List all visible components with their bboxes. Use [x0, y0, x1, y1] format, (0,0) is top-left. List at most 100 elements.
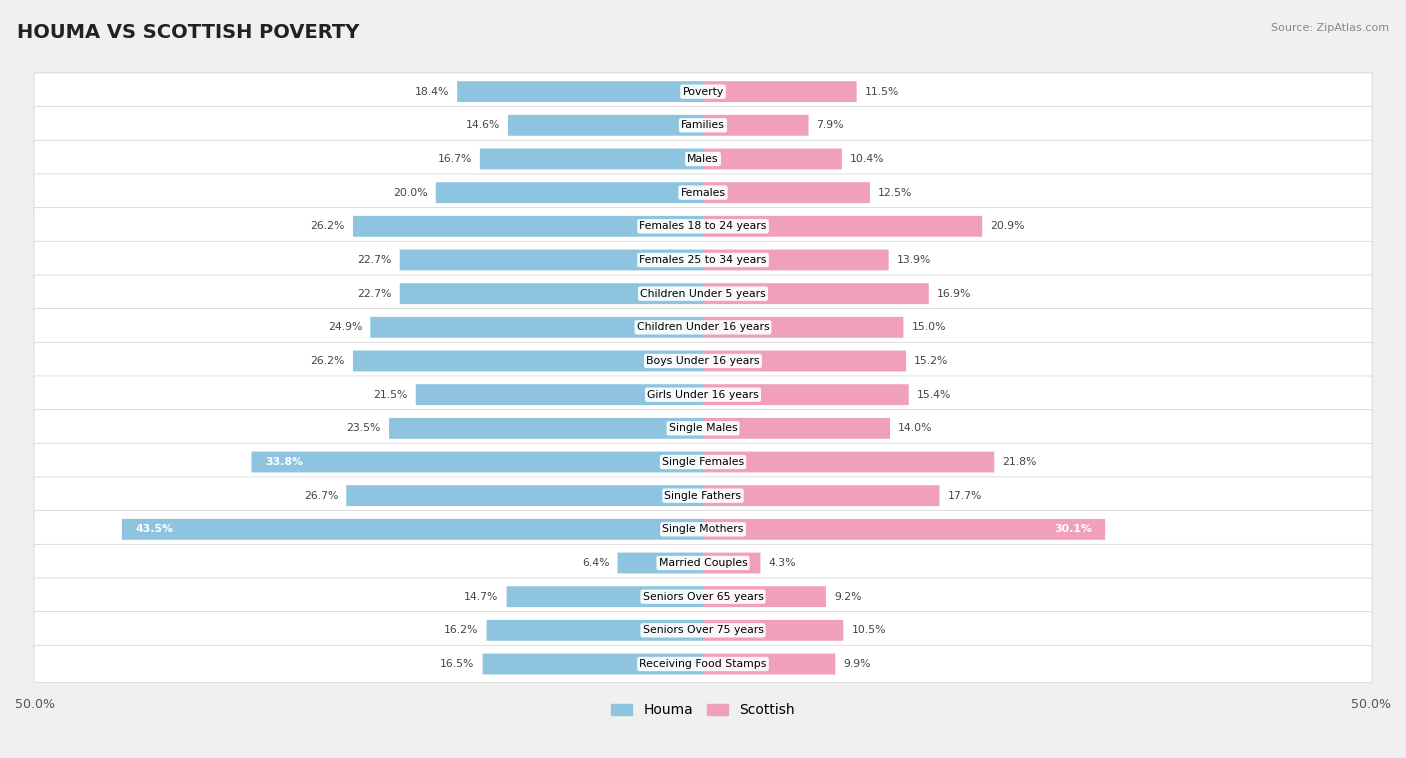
Text: Seniors Over 75 years: Seniors Over 75 years: [643, 625, 763, 635]
Text: Receiving Food Stamps: Receiving Food Stamps: [640, 659, 766, 669]
Text: 21.5%: 21.5%: [374, 390, 408, 399]
FancyBboxPatch shape: [34, 544, 1372, 581]
FancyBboxPatch shape: [353, 350, 703, 371]
Text: 16.2%: 16.2%: [444, 625, 478, 635]
Text: 16.9%: 16.9%: [936, 289, 972, 299]
Text: 15.4%: 15.4%: [917, 390, 950, 399]
Text: HOUMA VS SCOTTISH POVERTY: HOUMA VS SCOTTISH POVERTY: [17, 23, 360, 42]
Text: 9.2%: 9.2%: [834, 592, 862, 602]
FancyBboxPatch shape: [703, 283, 929, 304]
FancyBboxPatch shape: [252, 452, 703, 472]
Text: 16.5%: 16.5%: [440, 659, 475, 669]
Text: 14.0%: 14.0%: [898, 423, 932, 434]
Text: 20.0%: 20.0%: [394, 188, 427, 198]
FancyBboxPatch shape: [34, 107, 1372, 144]
FancyBboxPatch shape: [34, 174, 1372, 211]
FancyBboxPatch shape: [703, 81, 856, 102]
Text: Females: Females: [681, 188, 725, 198]
Text: 14.6%: 14.6%: [465, 121, 501, 130]
Text: 22.7%: 22.7%: [357, 255, 392, 265]
FancyBboxPatch shape: [34, 376, 1372, 413]
Text: 10.4%: 10.4%: [851, 154, 884, 164]
Text: Single Males: Single Males: [669, 423, 737, 434]
FancyBboxPatch shape: [34, 275, 1372, 312]
FancyBboxPatch shape: [436, 182, 703, 203]
FancyBboxPatch shape: [34, 612, 1372, 649]
FancyBboxPatch shape: [34, 309, 1372, 346]
Text: Married Couples: Married Couples: [658, 558, 748, 568]
Text: 7.9%: 7.9%: [817, 121, 844, 130]
FancyBboxPatch shape: [34, 645, 1372, 683]
Text: 15.2%: 15.2%: [914, 356, 949, 366]
Text: 20.9%: 20.9%: [990, 221, 1025, 231]
Text: Boys Under 16 years: Boys Under 16 years: [647, 356, 759, 366]
Text: 26.2%: 26.2%: [311, 221, 344, 231]
FancyBboxPatch shape: [486, 620, 703, 641]
Text: 16.7%: 16.7%: [437, 154, 472, 164]
FancyBboxPatch shape: [482, 653, 703, 675]
Text: Single Females: Single Females: [662, 457, 744, 467]
Text: 14.7%: 14.7%: [464, 592, 499, 602]
FancyBboxPatch shape: [617, 553, 703, 574]
FancyBboxPatch shape: [346, 485, 703, 506]
FancyBboxPatch shape: [122, 519, 703, 540]
FancyBboxPatch shape: [703, 653, 835, 675]
FancyBboxPatch shape: [703, 249, 889, 271]
FancyBboxPatch shape: [506, 586, 703, 607]
Text: Families: Families: [681, 121, 725, 130]
FancyBboxPatch shape: [508, 115, 703, 136]
FancyBboxPatch shape: [34, 477, 1372, 515]
FancyBboxPatch shape: [34, 443, 1372, 481]
FancyBboxPatch shape: [703, 485, 939, 506]
FancyBboxPatch shape: [399, 249, 703, 271]
FancyBboxPatch shape: [457, 81, 703, 102]
FancyBboxPatch shape: [34, 140, 1372, 177]
FancyBboxPatch shape: [703, 553, 761, 574]
FancyBboxPatch shape: [34, 409, 1372, 447]
Text: Source: ZipAtlas.com: Source: ZipAtlas.com: [1271, 23, 1389, 33]
Text: 13.9%: 13.9%: [897, 255, 931, 265]
FancyBboxPatch shape: [703, 149, 842, 169]
FancyBboxPatch shape: [34, 208, 1372, 245]
Text: Males: Males: [688, 154, 718, 164]
FancyBboxPatch shape: [703, 519, 1105, 540]
FancyBboxPatch shape: [389, 418, 703, 439]
Text: Females 25 to 34 years: Females 25 to 34 years: [640, 255, 766, 265]
Legend: Houma, Scottish: Houma, Scottish: [606, 697, 800, 722]
Text: Females 18 to 24 years: Females 18 to 24 years: [640, 221, 766, 231]
Text: 26.7%: 26.7%: [304, 490, 339, 501]
FancyBboxPatch shape: [703, 384, 908, 405]
FancyBboxPatch shape: [416, 384, 703, 405]
Text: Children Under 16 years: Children Under 16 years: [637, 322, 769, 332]
Text: 10.5%: 10.5%: [851, 625, 886, 635]
Text: Girls Under 16 years: Girls Under 16 years: [647, 390, 759, 399]
FancyBboxPatch shape: [703, 452, 994, 472]
Text: 6.4%: 6.4%: [582, 558, 609, 568]
FancyBboxPatch shape: [370, 317, 703, 338]
FancyBboxPatch shape: [34, 511, 1372, 548]
Text: 18.4%: 18.4%: [415, 86, 449, 96]
Text: Single Mothers: Single Mothers: [662, 525, 744, 534]
Text: 15.0%: 15.0%: [911, 322, 946, 332]
Text: 30.1%: 30.1%: [1054, 525, 1092, 534]
FancyBboxPatch shape: [399, 283, 703, 304]
FancyBboxPatch shape: [703, 350, 905, 371]
Text: 4.3%: 4.3%: [769, 558, 796, 568]
FancyBboxPatch shape: [34, 578, 1372, 615]
FancyBboxPatch shape: [703, 317, 904, 338]
Text: 22.7%: 22.7%: [357, 289, 392, 299]
FancyBboxPatch shape: [703, 620, 844, 641]
Text: 17.7%: 17.7%: [948, 490, 981, 501]
FancyBboxPatch shape: [34, 241, 1372, 279]
Text: 9.9%: 9.9%: [844, 659, 870, 669]
Text: 43.5%: 43.5%: [135, 525, 173, 534]
Text: 23.5%: 23.5%: [347, 423, 381, 434]
FancyBboxPatch shape: [703, 115, 808, 136]
FancyBboxPatch shape: [703, 216, 983, 236]
Text: 21.8%: 21.8%: [1002, 457, 1036, 467]
FancyBboxPatch shape: [703, 586, 825, 607]
FancyBboxPatch shape: [34, 343, 1372, 380]
FancyBboxPatch shape: [34, 73, 1372, 111]
FancyBboxPatch shape: [703, 182, 870, 203]
Text: 33.8%: 33.8%: [264, 457, 302, 467]
